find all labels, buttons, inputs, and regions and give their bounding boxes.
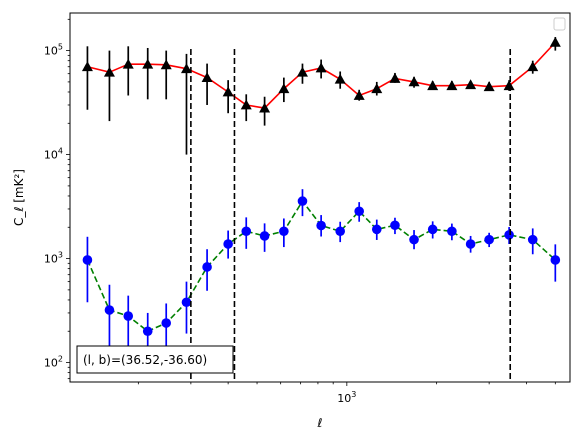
- data-point-0-20: [465, 79, 477, 90]
- data-point-1-7: [223, 239, 233, 249]
- data-point-1-11: [297, 196, 308, 206]
- data-point-1-20: [465, 239, 476, 249]
- data-point-0-15: [371, 83, 383, 94]
- data-point-0-3: [142, 58, 154, 69]
- series-1: [82, 189, 561, 355]
- data-point-0-22: [503, 80, 515, 91]
- series-layer: [81, 36, 561, 355]
- data-point-1-5: [181, 297, 192, 308]
- data-point-0-2: [122, 58, 134, 69]
- x-tick-label-1000: 103: [337, 390, 356, 405]
- data-point-1-12: [316, 220, 326, 231]
- vertical-lines: [190, 49, 512, 382]
- data-point-1-0: [82, 255, 93, 265]
- data-point-1-16: [390, 220, 400, 231]
- data-point-1-23: [527, 234, 538, 245]
- data-point-0-10: [278, 83, 290, 94]
- data-point-1-17: [409, 234, 419, 245]
- annotation-text: (l, b)=(36.52,-36.60): [83, 353, 207, 367]
- data-point-1-21: [484, 234, 494, 245]
- data-point-0-0: [81, 61, 93, 72]
- data-point-1-14: [354, 206, 364, 217]
- data-point-1-19: [447, 226, 457, 237]
- data-point-0-23: [527, 61, 539, 72]
- data-point-0-13: [334, 73, 346, 84]
- data-point-1-24: [550, 255, 561, 265]
- plot-frame: [69, 12, 571, 383]
- data-point-1-8: [241, 226, 252, 237]
- data-point-0-21: [483, 81, 495, 92]
- data-point-1-4: [161, 318, 172, 328]
- y-axis-label-text: C_ℓ [mK²]: [12, 169, 26, 226]
- data-point-0-5: [180, 63, 192, 74]
- series-0: [81, 36, 561, 155]
- axis-ticks: 103 102 103 104 105: [44, 18, 556, 405]
- data-point-0-12: [315, 62, 327, 73]
- data-point-0-17: [408, 76, 420, 87]
- data-point-1-10: [279, 226, 289, 237]
- data-point-0-7: [222, 86, 234, 97]
- data-point-1-15: [371, 224, 382, 235]
- y-tick-label-1000: 103: [44, 251, 63, 266]
- data-point-1-1: [104, 305, 115, 315]
- data-point-1-6: [202, 262, 212, 272]
- y-tick-label-100: 102: [44, 355, 63, 370]
- data-point-1-3: [142, 326, 153, 337]
- data-point-0-6: [201, 72, 213, 83]
- data-point-0-4: [160, 59, 172, 70]
- data-point-1-18: [427, 224, 438, 235]
- data-point-1-13: [335, 226, 345, 237]
- data-point-1-2: [123, 311, 134, 321]
- data-point-0-19: [446, 80, 458, 91]
- data-point-0-9: [259, 102, 271, 113]
- data-point-0-18: [427, 80, 439, 91]
- data-point-0-11: [296, 66, 308, 77]
- y-tick-label-100000: 105: [44, 43, 63, 58]
- data-point-0-1: [103, 66, 115, 77]
- annotation-box: [76, 345, 234, 374]
- data-point-1-9: [259, 231, 270, 241]
- y-axis-label: C_ℓ [mK²]: [12, 169, 26, 226]
- data-point-0-24: [549, 36, 561, 47]
- data-point-0-8: [240, 99, 252, 110]
- x-axis-label: ℓ: [317, 416, 323, 430]
- data-point-0-14: [353, 90, 365, 100]
- data-point-1-22: [504, 230, 514, 240]
- y-tick-label-10000: 104: [44, 147, 63, 162]
- legend-box: [553, 17, 566, 31]
- coordinate-annotation: (l, b)=(36.52,-36.60): [76, 345, 234, 374]
- data-point-0-16: [389, 72, 401, 83]
